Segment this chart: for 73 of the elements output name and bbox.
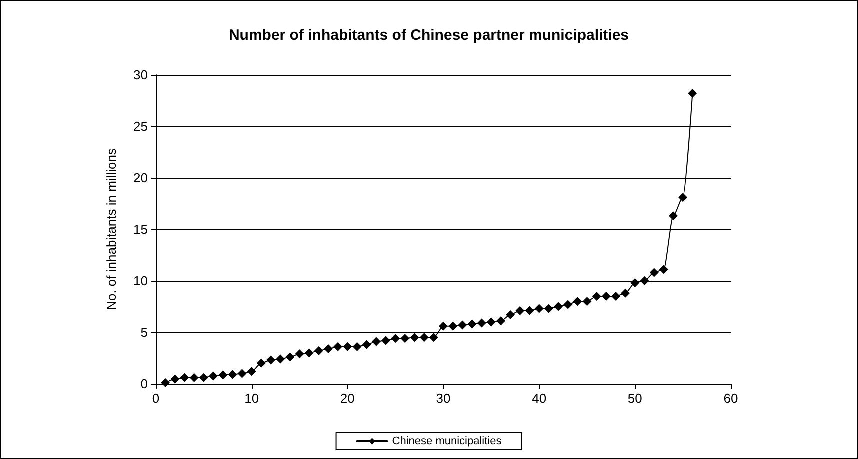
point (516, 306, 525, 316)
y-tick-label: 5 (140, 325, 148, 340)
point (190, 373, 199, 382)
x-tick-label: 50 (628, 391, 642, 406)
point (429, 333, 438, 342)
point (352, 342, 362, 352)
point (564, 300, 573, 310)
point (592, 292, 602, 301)
x-tick-label: 40 (532, 391, 547, 406)
chart-title: Number of inhabitants of Chinese partner municipalities (228, 27, 630, 44)
point (324, 344, 333, 354)
point (382, 336, 390, 346)
point (554, 302, 563, 312)
point (256, 358, 266, 368)
point (228, 370, 238, 380)
point (372, 337, 381, 346)
point (688, 89, 698, 98)
point (448, 322, 458, 331)
point (544, 304, 554, 314)
point (266, 356, 276, 365)
point (650, 268, 659, 278)
point (304, 348, 314, 358)
point (286, 352, 295, 362)
point (343, 342, 352, 352)
point (400, 334, 410, 344)
point (334, 342, 343, 352)
point (525, 306, 534, 316)
point (199, 373, 208, 382)
point (180, 373, 190, 382)
point (486, 318, 496, 327)
point (218, 370, 228, 380)
x-tick-label: 60 (724, 391, 738, 406)
y-tick-label: 20 (134, 170, 148, 186)
point (534, 304, 544, 314)
y-tick-label: 0 (140, 376, 148, 392)
point (496, 316, 506, 326)
point (209, 372, 218, 381)
point (602, 292, 611, 301)
x-tick-label: 0 (152, 391, 160, 406)
legend-label: Chinese municipalities (392, 436, 502, 448)
point (238, 369, 247, 378)
point (506, 310, 516, 320)
point (362, 340, 372, 350)
point (314, 346, 324, 356)
point (439, 322, 448, 331)
point (170, 374, 180, 384)
x-tick-label: 20 (340, 391, 355, 406)
y-tick-label: 25 (134, 119, 148, 134)
point (659, 265, 668, 274)
point (669, 212, 678, 221)
point (276, 354, 286, 364)
point (573, 297, 582, 306)
point (621, 288, 630, 298)
point (420, 333, 429, 342)
point (612, 292, 620, 301)
point (295, 350, 304, 359)
point (161, 378, 170, 388)
point (468, 320, 477, 329)
y-tick-label: 30 (134, 68, 148, 82)
x-tick-label: 30 (436, 391, 451, 406)
point (410, 333, 420, 342)
y-axis-title: No. of inhabitants in millions (104, 148, 119, 310)
point (477, 318, 486, 328)
y-tick-label: 10 (134, 274, 148, 288)
point (640, 276, 650, 286)
point (630, 278, 640, 288)
y-tick-label: 15 (134, 222, 148, 237)
point (458, 320, 468, 330)
point (247, 367, 256, 376)
point (582, 297, 592, 306)
x-tick-label: 10 (244, 391, 260, 406)
point (678, 193, 688, 202)
point (391, 334, 400, 344)
